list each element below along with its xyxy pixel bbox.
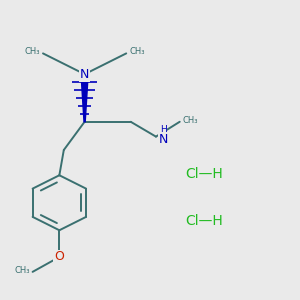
Text: O: O bbox=[54, 250, 64, 263]
Text: CH₃: CH₃ bbox=[25, 47, 40, 56]
Text: Cl—H: Cl—H bbox=[186, 167, 224, 181]
Text: H: H bbox=[160, 125, 167, 134]
Polygon shape bbox=[81, 74, 88, 122]
Text: N: N bbox=[159, 133, 168, 146]
Text: CH₃: CH₃ bbox=[183, 116, 198, 125]
Text: CH₃: CH₃ bbox=[129, 47, 145, 56]
Text: CH₃: CH₃ bbox=[14, 266, 30, 275]
Text: Cl—H: Cl—H bbox=[186, 214, 224, 228]
Text: N: N bbox=[80, 68, 89, 81]
